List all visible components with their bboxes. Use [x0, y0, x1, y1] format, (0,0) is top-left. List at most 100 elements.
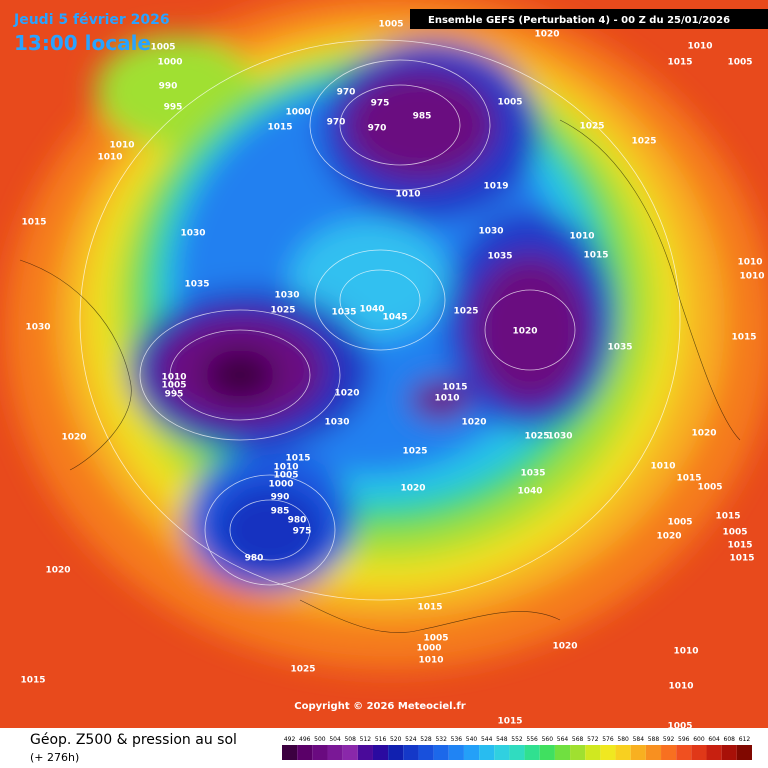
isobar-label: 1025	[453, 307, 478, 317]
isobar-label: 1025	[631, 137, 656, 147]
colorbar-tick-label: 580	[617, 736, 629, 743]
isobar-label: 1035	[607, 343, 632, 353]
color-cell	[372, 745, 389, 760]
color-cell	[691, 745, 707, 760]
colorbar-tick-label: 572	[587, 736, 599, 743]
colorbar-tick-label: 528	[420, 736, 432, 743]
color-cell	[661, 745, 677, 760]
colorbar-tick-label: 564	[557, 736, 569, 743]
isobar-label: 970	[327, 118, 346, 128]
isobar-label: 970	[337, 88, 356, 98]
isobar-label: 1030	[180, 229, 205, 239]
legend-title: Géop. Z500 & pression au sol	[30, 732, 237, 748]
colorbar-tick-label: 504	[329, 736, 341, 743]
isobar-label: 1020	[512, 327, 537, 337]
isobar-label: 1010	[668, 682, 693, 692]
isobar-label: 980	[245, 554, 264, 564]
color-cell	[403, 745, 419, 760]
colorbar-tick-label: 516	[375, 736, 387, 743]
colorbar-tick-label: 612	[739, 736, 751, 743]
colorbar-tick-label: 492	[284, 736, 296, 743]
colorbar-tick-label: 560	[542, 736, 554, 743]
isobar-label: 1015	[715, 512, 740, 522]
color-cell	[479, 745, 495, 760]
color-cell	[494, 745, 510, 760]
isobar-label: 1015	[667, 58, 692, 68]
colorbar-tick-label: 540	[466, 736, 478, 743]
isobar-label: 1005	[667, 518, 692, 528]
isobar-label: 1010	[395, 190, 420, 200]
isobar-label: 1015	[676, 474, 701, 484]
colorbar-tick-label: 584	[633, 736, 645, 743]
isobar-label: 1015	[727, 541, 752, 551]
color-cell	[282, 745, 298, 760]
isobar-label: 1005	[497, 98, 522, 108]
isobar-label: 1000	[157, 58, 182, 68]
isobar-label: 975	[293, 527, 312, 537]
colorbar-tick-label: 604	[708, 736, 720, 743]
coastlines	[19, 119, 741, 633]
colorbar-tick-label: 556	[526, 736, 538, 743]
isobars	[79, 39, 681, 601]
isobar-label: 1010	[569, 232, 594, 242]
color-cell	[706, 745, 722, 760]
color-cell	[585, 745, 601, 760]
isobar-label: 1010	[434, 394, 459, 404]
colorbar-tick-label: 496	[299, 736, 311, 743]
isobar-label: 1010	[673, 647, 698, 657]
isobar-label: 1035	[331, 308, 356, 318]
isobar-label: 1025	[402, 447, 427, 457]
run-box	[410, 9, 768, 29]
colorbar-tick-label: 608	[724, 736, 736, 743]
color-cell	[615, 745, 631, 760]
isobar-label: 1005	[697, 483, 722, 493]
run-info: Ensemble GEFS (Perturbation 4) - 00 Z du…	[428, 15, 730, 26]
isobar-label: 1045	[382, 313, 407, 323]
isobar-label: 1015	[21, 218, 46, 228]
isobar-label: 990	[159, 82, 178, 92]
isobar-label: 1030	[25, 323, 50, 333]
color-cell	[448, 745, 464, 760]
legend: Géop. Z500 & pression au sol (+ 276h) 49…	[30, 732, 752, 764]
isobar-label: 1015	[285, 454, 310, 464]
isobar-label: 1010	[737, 258, 762, 268]
isobar-label: 1030	[324, 418, 349, 428]
isobar-label: 1030	[547, 432, 572, 442]
colorbar-tick-label: 568	[572, 736, 584, 743]
colorbar-tick-label: 576	[602, 736, 614, 743]
colorbar-tick-label: 600	[693, 736, 705, 743]
isobar-label: 1015	[267, 123, 292, 133]
color-cell	[418, 745, 434, 760]
isobar-label: 1010	[109, 141, 134, 151]
colorbar-tick-label: 552	[511, 736, 523, 743]
isobar-label: 1010	[687, 42, 712, 52]
colorbar-tick-label: 524	[405, 736, 417, 743]
isobar-label: 985	[413, 112, 432, 122]
color-cell	[539, 745, 555, 760]
isobar-label: 1040	[359, 305, 384, 315]
color-cell	[600, 745, 616, 760]
isobar-label: 1020	[461, 418, 486, 428]
isobar-label: 1020	[334, 389, 359, 399]
color-cell	[342, 745, 358, 760]
isobar-label: 1000	[285, 108, 310, 118]
isobar-label: 1015	[417, 603, 442, 613]
isobar-label: 1000	[416, 644, 441, 654]
isobar-label: 1005	[722, 528, 747, 538]
color-cell	[524, 745, 540, 760]
isobar-label: 1010	[161, 373, 186, 383]
colorbar-tick-label: 592	[663, 736, 675, 743]
isobar-label: 1025	[290, 665, 315, 675]
isobar-label: 1020	[552, 642, 577, 652]
isobar-label: 1020	[691, 429, 716, 439]
colorbar-tick-label: 520	[390, 736, 402, 743]
colorbar-tick-label: 588	[648, 736, 660, 743]
isobar-label: 1005	[161, 381, 186, 391]
isobar-label: 1040	[517, 487, 542, 497]
color-cell	[297, 745, 313, 760]
isobar-label: 1035	[184, 280, 209, 290]
date: Jeudi 5 février 2026	[13, 12, 170, 28]
isobar-label: 1030	[478, 227, 503, 237]
